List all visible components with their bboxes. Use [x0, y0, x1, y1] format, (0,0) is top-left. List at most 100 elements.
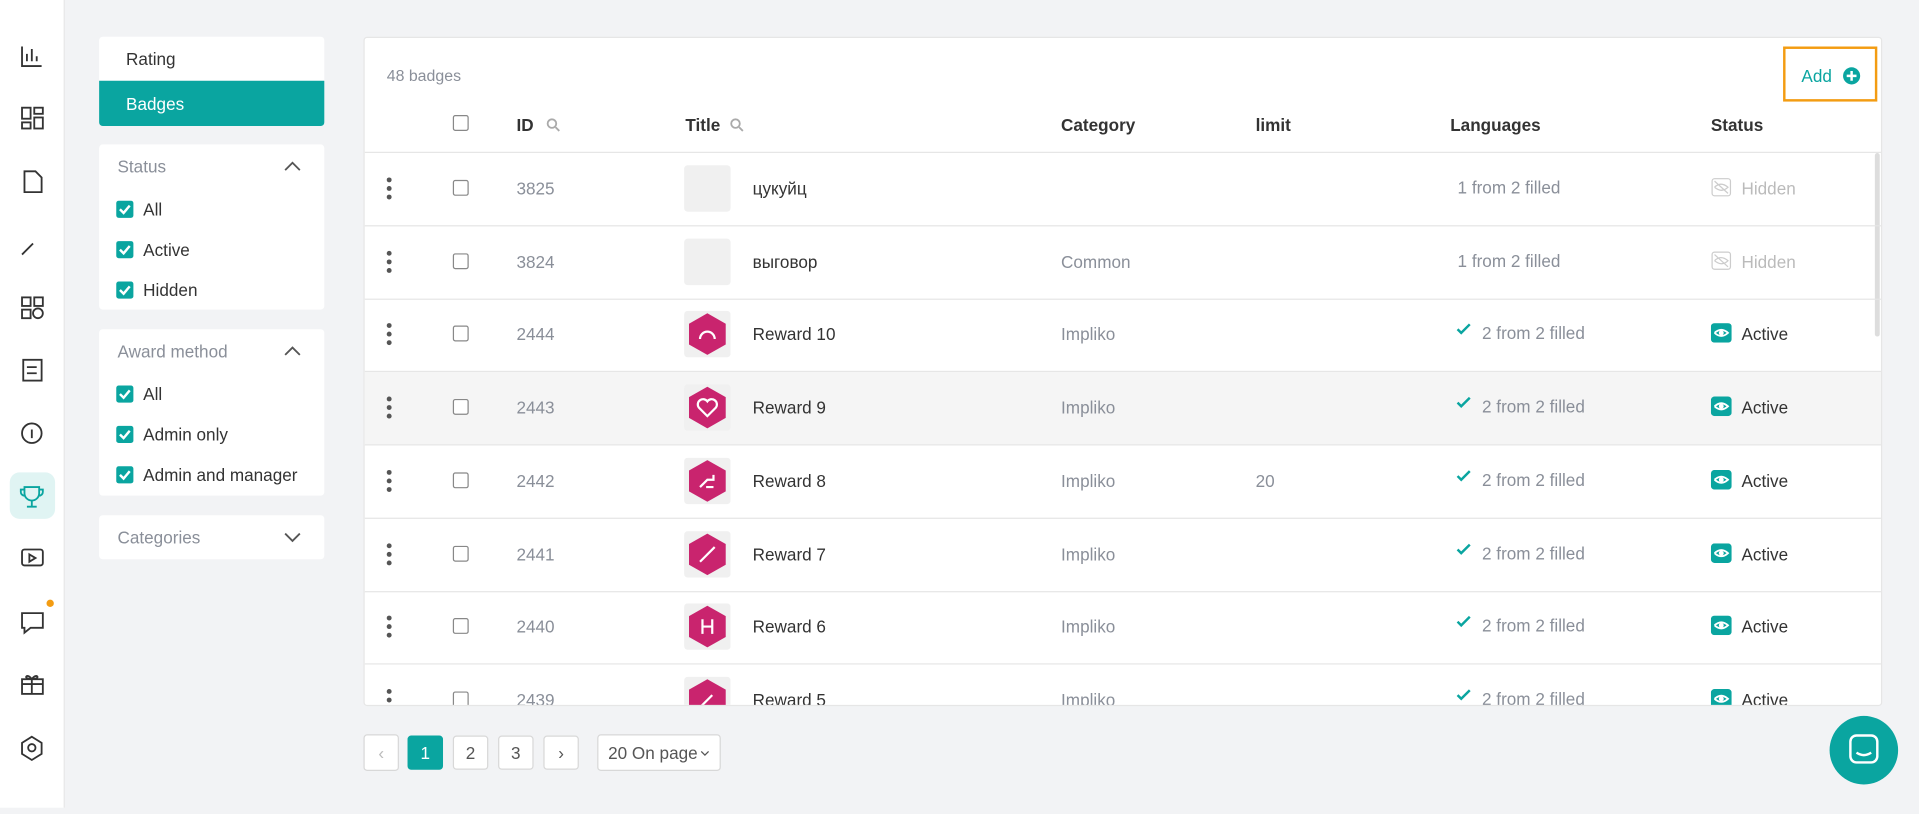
badge-languages: 2 from 2 filled	[1482, 689, 1585, 706]
badge-id: 3825	[516, 179, 554, 199]
option-label: Admin and manager	[143, 465, 297, 485]
menu-item[interactable]: Rating	[126, 49, 176, 69]
checkbox[interactable]	[116, 201, 133, 218]
badge-languages: 2 from 2 filled	[1482, 470, 1585, 490]
menu-item-active[interactable]: Badges	[99, 81, 324, 126]
row-checkbox[interactable]	[453, 326, 469, 342]
row-checkbox[interactable]	[453, 253, 469, 269]
badge-title: Reward 8	[753, 471, 826, 491]
checkbox[interactable]	[116, 385, 133, 402]
nav-icon[interactable]	[22, 297, 43, 318]
badge-languages: 2 from 2 filled	[1482, 543, 1585, 563]
row-menu[interactable]	[385, 468, 392, 499]
badge-icon	[684, 238, 731, 285]
row-menu[interactable]	[385, 688, 392, 706]
column-header: Status	[1711, 115, 1763, 135]
side-nav	[0, 0, 65, 808]
row-checkbox[interactable]	[453, 691, 469, 706]
nav-icon[interactable]	[22, 47, 42, 67]
row-checkbox[interactable]	[453, 180, 469, 196]
badge-title: Reward 10	[753, 325, 836, 345]
status-icon	[1711, 689, 1732, 706]
chevron[interactable]	[283, 157, 303, 183]
row-checkbox[interactable]	[453, 618, 469, 634]
chat-button[interactable]	[1830, 716, 1899, 785]
filter-title: Award method	[117, 341, 227, 361]
nav-icon[interactable]	[22, 613, 43, 633]
chevron[interactable]	[283, 341, 303, 367]
lang-check	[1455, 613, 1472, 636]
nav-icon[interactable]	[22, 676, 43, 694]
option-label: Hidden	[143, 280, 197, 300]
badge-title: Reward 6	[753, 617, 826, 637]
search-icon[interactable]	[729, 116, 744, 138]
badge-id: 2443	[516, 398, 554, 418]
prev-page[interactable]: ‹	[363, 734, 398, 771]
nav-icon[interactable]	[22, 108, 43, 129]
status-icon	[1711, 324, 1732, 350]
categories-filter[interactable]: Categories	[99, 515, 324, 559]
row-checkbox[interactable]	[453, 472, 469, 488]
nav-icon[interactable]	[24, 171, 41, 192]
checkbox[interactable]	[116, 281, 133, 298]
option-label: All	[143, 384, 162, 404]
award-filter: Award method All Admin only Admin and manag…	[99, 329, 324, 495]
nav-icon[interactable]	[22, 235, 33, 255]
next-page[interactable]: ›	[543, 736, 578, 770]
nav-icon[interactable]	[22, 737, 42, 760]
check	[116, 201, 133, 218]
checkbox[interactable]	[116, 466, 133, 483]
page-button[interactable]: 2	[453, 736, 488, 770]
badge-category: Impliko	[1061, 690, 1115, 706]
badge-count: 48 badges	[387, 66, 461, 84]
check	[116, 281, 133, 298]
filter-title: Categories	[117, 527, 200, 547]
badge-category: Impliko	[1061, 398, 1115, 418]
row-checkbox[interactable]	[453, 545, 469, 561]
row-checkbox[interactable]	[453, 399, 469, 415]
per-page[interactable]: 20 On page	[597, 734, 721, 771]
check	[116, 426, 133, 443]
menu-card: Rating Badges	[99, 37, 324, 126]
nav-icon[interactable]	[23, 360, 41, 381]
badge-icon	[684, 311, 731, 364]
row-menu[interactable]	[385, 615, 392, 646]
badge-status: Hidden	[1741, 252, 1795, 272]
badge-category: Impliko	[1061, 325, 1115, 345]
select-all[interactable]	[453, 115, 469, 131]
lang-check	[1455, 686, 1472, 706]
badge-status: Active	[1741, 471, 1788, 491]
row-menu[interactable]	[385, 395, 392, 426]
checkbox[interactable]	[116, 426, 133, 443]
badge-icon	[684, 165, 731, 212]
badge-languages: 1 from 2 filled	[1458, 177, 1561, 197]
badge-title: Reward 7	[753, 544, 826, 564]
nav-icon[interactable]	[22, 549, 43, 565]
badge-status: Active	[1741, 617, 1788, 637]
badge-status: Active	[1741, 325, 1788, 345]
page-button[interactable]: 3	[498, 736, 533, 770]
badge-limit: 20	[1256, 471, 1275, 491]
row-menu[interactable]	[385, 542, 392, 573]
row-menu[interactable]	[385, 249, 392, 280]
column-header: Title	[685, 115, 720, 135]
add-button[interactable]: Add	[1783, 47, 1877, 102]
check	[116, 241, 133, 258]
badge-languages: 2 from 2 filled	[1482, 616, 1585, 636]
search-icon[interactable]	[546, 116, 561, 138]
nav-icons	[0, 0, 64, 808]
checkbox[interactable]	[116, 241, 133, 258]
nav-active	[10, 472, 55, 519]
nav-icon[interactable]	[22, 423, 42, 443]
check	[116, 466, 133, 483]
badge-languages: 2 from 2 filled	[1482, 324, 1585, 344]
row-menu[interactable]	[385, 322, 392, 353]
row-menu[interactable]	[385, 176, 392, 207]
badge-category: Common	[1061, 252, 1131, 272]
page-button[interactable]: 1	[408, 736, 443, 770]
option-label: Admin only	[143, 425, 228, 445]
